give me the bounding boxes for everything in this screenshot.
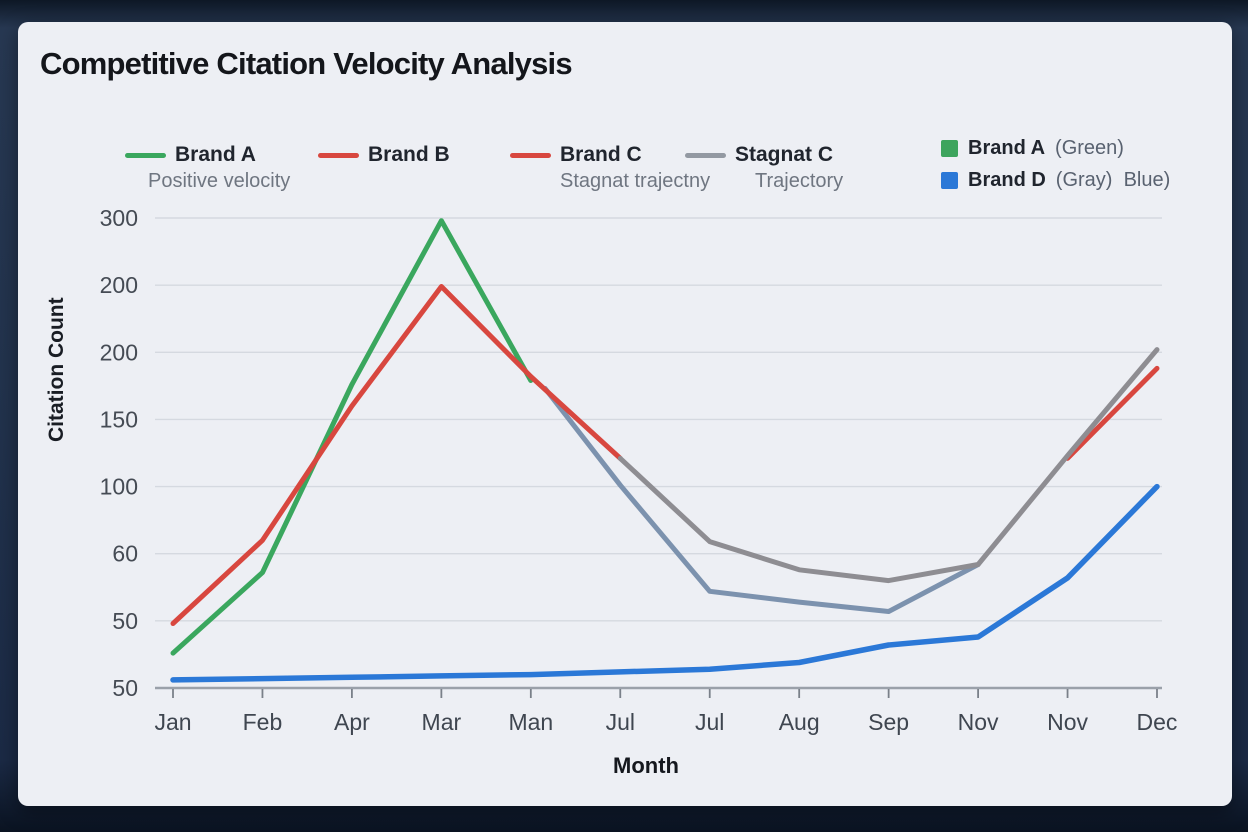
legend-label: Brand A <box>175 143 256 166</box>
legend-label: Stagnat C <box>735 143 834 166</box>
legend-line-swatch-gray <box>685 152 726 158</box>
legend-line-swatch-green <box>125 152 166 158</box>
x-tick-label: Sep <box>868 709 909 735</box>
legend-label: Brand B <box>368 143 450 166</box>
box-legend-note: (Gray) Blue) <box>1055 169 1171 191</box>
x-tick-label: Dec <box>1137 709 1178 735</box>
legend-item-brand-a: Brand A Positive velocity <box>125 142 290 193</box>
box-legend-item-brand-a: Brand A (Green) <box>941 136 1170 161</box>
x-tick-label: Apr <box>334 709 370 735</box>
plot-svg: 50 50 60 100 150 200 200 300 Jan Feb Apr Mar Man Jul J… <box>100 205 1178 735</box>
legend-label: Brand C <box>560 143 642 166</box>
y-tick-label: 200 <box>100 339 138 365</box>
legend-box-swatch-blue <box>941 172 958 189</box>
y-tick-label: 300 <box>100 205 138 231</box>
legend-item-row: Brand C <box>510 142 710 168</box>
series-line-stagnat-c-gray <box>617 347 1160 584</box>
legend-item-brand-c: Brand C Stagnat trajectny <box>510 142 710 193</box>
legend-item-stagnat-c: Stagnat C Trajectory <box>685 142 843 193</box>
box-legend-note: (Green) <box>1055 137 1124 159</box>
box-legend-label: Brand D <box>968 169 1046 191</box>
legend-line-swatch-red <box>318 152 359 158</box>
x-axis-title: Month <box>613 753 679 778</box>
series-line-brand-b-red <box>170 284 623 626</box>
chart-title: Competitive Citation Velocity Analysis <box>40 46 573 81</box>
box-legend: Brand A (Green) Brand D (Gray) Blue) <box>941 136 1170 193</box>
legend-sublabel: Stagnat trajectny <box>560 170 711 192</box>
x-tick-label: Nov <box>1047 709 1088 735</box>
legend-item-brand-b: Brand B <box>318 142 450 170</box>
y-tick-label: 200 <box>100 272 138 298</box>
series-line-brand-d-blue <box>170 483 1160 683</box>
legend-sublabel: Trajectory <box>755 170 844 192</box>
legend-line-swatch-red2 <box>510 152 551 158</box>
x-tick-label: Aug <box>779 709 820 735</box>
box-legend-item-brand-d: Brand D (Gray) Blue) <box>941 168 1170 193</box>
series-line-red-tail <box>1065 365 1160 461</box>
x-tick-label: Mar <box>422 709 462 735</box>
x-tick-label: Jul <box>606 709 635 735</box>
legend-box-swatch-green <box>941 140 958 157</box>
series-line-brand-c-steel <box>542 386 981 614</box>
series-line-brand-a-green <box>170 218 534 656</box>
box-legend-label: Brand A <box>968 137 1046 159</box>
x-tick-label: Feb <box>243 709 283 735</box>
y-tick-label: 50 <box>112 608 138 634</box>
y-tick-label: 150 <box>100 406 138 432</box>
legend-item-row: Brand A <box>125 142 290 168</box>
y-tick-label: 60 <box>112 541 138 567</box>
x-tick-label: Jan <box>154 709 191 735</box>
x-tick-label: Jul <box>695 709 724 735</box>
legend-item-row: Stagnat C <box>685 142 843 168</box>
legend-item-row: Brand B <box>318 142 450 168</box>
y-tick-label: 50 <box>112 675 138 701</box>
x-tick-label: Nov <box>958 709 999 735</box>
y-tick-label: 100 <box>100 474 138 500</box>
legend-sublabel: Positive velocity <box>148 170 291 192</box>
chart-card: Competitive Citation Velocity Analysis B… <box>18 22 1232 806</box>
x-tick-label: Man <box>508 709 553 735</box>
